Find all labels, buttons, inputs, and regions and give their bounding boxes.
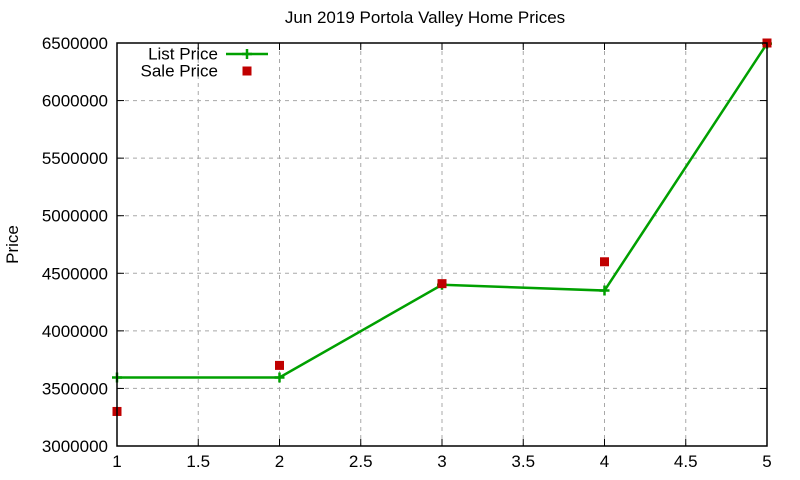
- x-tick-label: 1: [112, 452, 121, 471]
- legend-label: List Price: [148, 45, 218, 64]
- y-tick-label: 4000000: [42, 322, 108, 341]
- x-tick-label: 5: [762, 452, 771, 471]
- square-marker: [437, 279, 447, 289]
- plus-marker: [274, 372, 285, 383]
- x-tick-label: 2.5: [349, 452, 373, 471]
- x-tick-label: 3.5: [511, 452, 535, 471]
- legend-item-sale-price: Sale Price: [141, 62, 252, 81]
- legend-label: Sale Price: [141, 62, 218, 81]
- legend-item-list-price: List Price: [148, 45, 268, 64]
- y-tick-label: 5000000: [42, 207, 108, 226]
- square-marker: [242, 66, 252, 76]
- y-tick-label: 6000000: [42, 92, 108, 111]
- plus-marker: [242, 49, 252, 59]
- square-marker: [275, 360, 284, 370]
- plot-border: [116, 42, 768, 447]
- square-marker: [600, 257, 609, 267]
- y-tick-label: 3000000: [42, 437, 108, 456]
- x-tick-label: 4: [600, 452, 609, 471]
- x-tick-label: 4.5: [674, 452, 698, 471]
- y-tick-label: 6500000: [42, 34, 108, 53]
- tick-label-layer: 3000000 3500000 4000000 4500000 5000000 55000…: [42, 34, 772, 471]
- x-tick-label: 2: [275, 452, 284, 471]
- y-tick-label: 3500000: [42, 379, 108, 398]
- grid-layer: [117, 43, 767, 446]
- y-axis-label: Price: [3, 225, 22, 264]
- x-tick-label: 1.5: [186, 452, 210, 471]
- y-tick-label: 5500000: [42, 149, 108, 168]
- chart-title: Jun 2019 Portola Valley Home Prices: [285, 8, 565, 27]
- y-tick-label: 4500000: [42, 264, 108, 283]
- x-tick-label: 3: [437, 452, 446, 471]
- plus-marker: [599, 285, 610, 296]
- frame-layer: [116, 42, 768, 447]
